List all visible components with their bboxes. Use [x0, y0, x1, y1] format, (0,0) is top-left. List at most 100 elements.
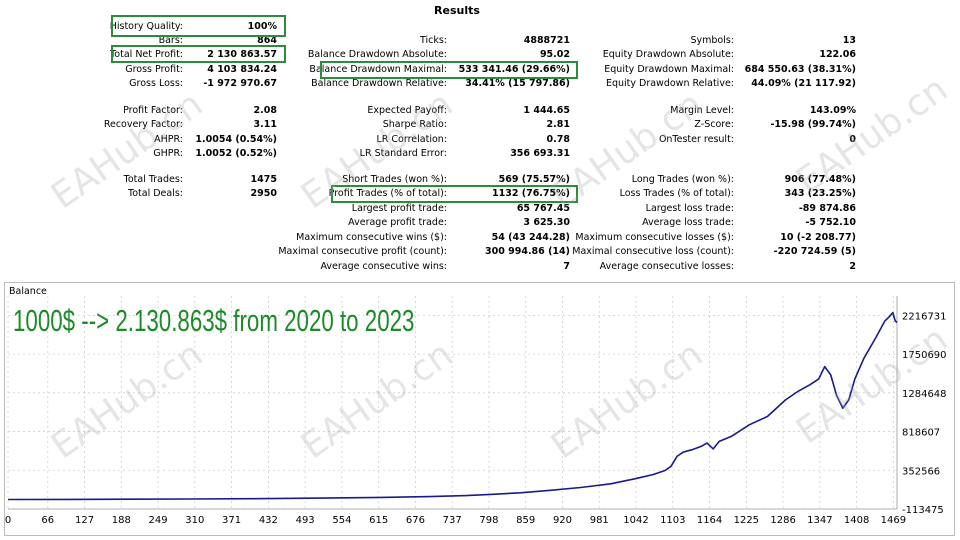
average-loss-label: Average loss trade:	[642, 217, 734, 228]
x-tick-label: 615	[369, 515, 388, 526]
ghpr-value: 1.0052 (0.52%)	[195, 148, 277, 159]
sharpe-ratio-label: Sharpe Ratio:	[382, 119, 447, 130]
equity-dd-rel-value: 44.09% (21 117.92)	[751, 78, 856, 89]
equity-dd-abs-label: Equity Drawdown Absolute:	[602, 49, 734, 60]
profit-factor-value: 2.08	[253, 105, 277, 116]
symbols-value: 13	[842, 35, 856, 46]
short-trades-value: 569 (75.57%)	[498, 174, 570, 185]
x-tick-label: 432	[259, 515, 278, 526]
z-score-label: Z-Score:	[694, 119, 734, 130]
ahpr-label: AHPR:	[154, 134, 183, 145]
ontester-label: OnTester result:	[658, 134, 734, 145]
x-tick-label: 920	[553, 515, 572, 526]
chart-title: Balance	[9, 286, 47, 297]
x-tick-label: 1164	[697, 515, 722, 526]
profit-trades-value: 1132 (76.75%)	[492, 188, 570, 199]
balance-dd-rel-label: Balance Drawdown Relative:	[311, 78, 447, 89]
largest-profit-label: Largest profit trade:	[351, 203, 447, 214]
x-tick-label: 737	[443, 515, 462, 526]
avg-consec-losses-value: 2	[849, 261, 856, 272]
ahpr-value: 1.0054 (0.54%)	[195, 134, 277, 145]
ghpr-label: GHPR:	[153, 148, 183, 159]
x-tick-label: 66	[41, 515, 54, 526]
short-trades-label: Short Trades (won %):	[342, 174, 447, 185]
avg-consec-losses-label: Average consecutive losses:	[599, 261, 734, 272]
gross-loss-label: Gross Loss:	[129, 78, 183, 89]
avg-consec-wins-label: Average consecutive wins:	[320, 261, 447, 272]
gross-loss-value: -1 972 970.67	[203, 78, 277, 89]
ontester-value: 0	[849, 134, 856, 145]
equity-dd-max-label: Equity Drawdown Maximal:	[604, 64, 734, 75]
max-consec-wins-label: Maximum consecutive wins ($):	[296, 232, 447, 243]
profit-factor-label: Profit Factor:	[123, 105, 183, 116]
max-consec-wins-value: 54 (43 244.28)	[491, 232, 570, 243]
total-net-profit-label: Total Net Profit:	[110, 49, 183, 60]
x-tick-label: 1347	[807, 515, 832, 526]
lr-correlation-label: LR Correlation:	[376, 134, 448, 145]
symbols-label: Symbols:	[690, 35, 734, 46]
z-score-value: -15.98 (99.74%)	[770, 119, 856, 130]
equity-dd-max-value: 684 550.63 (38.31%)	[744, 64, 856, 75]
highlight-history-quality	[111, 15, 286, 37]
highlight-balance-dd-max	[320, 61, 578, 79]
x-tick-label: 493	[296, 515, 315, 526]
balance-dd-rel-value: 34.41% (15 797.86)	[465, 78, 570, 89]
total-trades-label: Total Trades:	[123, 174, 183, 185]
largest-loss-value: -89 874.86	[798, 203, 856, 214]
x-tick-label: 1225	[734, 515, 759, 526]
x-tick-label: 676	[406, 515, 425, 526]
x-tick-label: 0	[5, 515, 11, 526]
average-profit-value: 3 625.30	[523, 217, 570, 228]
long-trades-label: Long Trades (won %):	[631, 174, 734, 185]
margin-level-value: 143.09%	[809, 105, 856, 116]
gross-profit-label: Gross Profit:	[125, 64, 183, 75]
x-tick-label: 859	[516, 515, 535, 526]
sharpe-ratio-value: 2.81	[546, 119, 570, 130]
avg-consec-wins-value: 7	[563, 261, 570, 272]
x-tick-label: 249	[149, 515, 168, 526]
history-quality-value: 100%	[247, 21, 277, 32]
chart-series	[7, 311, 898, 501]
highlight-total-net-profit	[111, 45, 286, 63]
bars-label: Bars:	[158, 35, 183, 46]
total-deals-value: 2950	[250, 188, 277, 199]
recovery-factor-value: 3.11	[253, 119, 277, 130]
equity-dd-rel-label: Equity Drawdown Relative:	[605, 78, 734, 89]
max-consec-losses-label: Maximum consecutive losses ($):	[575, 232, 734, 243]
x-tick-label: 981	[590, 515, 609, 526]
history-quality-label: History Quality:	[109, 21, 183, 32]
maximal-consec-loss-value: -220 724.59 (5)	[773, 246, 856, 257]
x-tick-label: 1042	[623, 515, 648, 526]
x-tick-label: 798	[479, 515, 498, 526]
x-tick-label: 310	[185, 515, 204, 526]
largest-profit-value: 65 767.45	[516, 203, 570, 214]
max-consec-losses-value: 10 (-2 208.77)	[780, 232, 856, 243]
maximal-consec-profit-value: 300 994.86 (14)	[484, 246, 570, 257]
y-tick-label: 352566	[902, 466, 940, 477]
x-tick-label: 1469	[881, 515, 906, 526]
ticks-label: Ticks:	[419, 35, 447, 46]
total-deals-label: Total Deals:	[128, 188, 183, 199]
lr-correlation-value: 0.78	[546, 134, 570, 145]
ticks-value: 4888721	[523, 35, 570, 46]
lr-std-error-value: 356 693.31	[510, 148, 570, 159]
y-tick-label: -113475	[902, 505, 944, 516]
x-tick-label: 371	[222, 515, 241, 526]
x-tick-label: 1408	[844, 515, 869, 526]
equity-dd-abs-value: 122.06	[819, 49, 856, 60]
balance-dd-abs-label: Balance Drawdown Absolute:	[307, 49, 447, 60]
balance-series-line	[7, 311, 898, 501]
average-profit-label: Average profit trade:	[348, 217, 447, 228]
total-trades-value: 1475	[250, 174, 277, 185]
loss-trades-label: Loss Trades (% of total):	[619, 188, 734, 199]
results-title: Results	[434, 4, 480, 17]
expected-payoff-label: Expected Payoff:	[367, 105, 447, 116]
y-tick-label: 818607	[902, 428, 940, 439]
maximal-consec-profit-label: Maximal consecutive profit (count):	[278, 246, 447, 257]
x-tick-label: 1286	[770, 515, 795, 526]
x-tick-label: 127	[75, 515, 94, 526]
balance-dd-max-value: 533 341.46 (29.66%)	[458, 64, 570, 75]
y-tick-label: 1284648	[902, 389, 947, 400]
profit-trades-label: Profit Trades (% of total):	[328, 188, 447, 199]
